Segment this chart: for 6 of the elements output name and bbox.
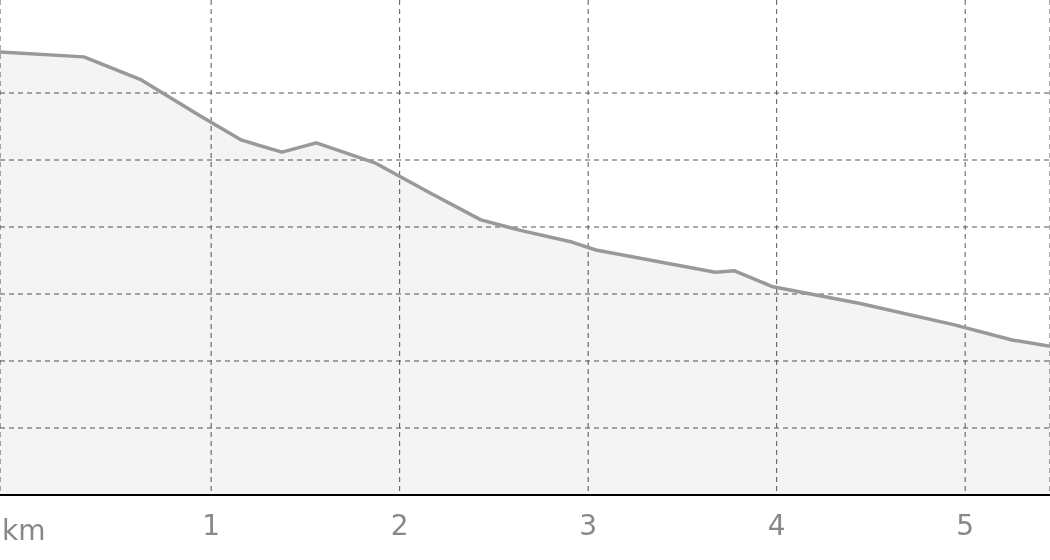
x-tick-label: 5 (956, 508, 975, 542)
x-tick-label: 1 (202, 508, 221, 542)
x-axis-title: km (2, 514, 46, 547)
x-tick-label: 3 (579, 508, 598, 542)
x-tick-label: 2 (390, 508, 409, 542)
x-tick-label: 4 (767, 508, 786, 542)
